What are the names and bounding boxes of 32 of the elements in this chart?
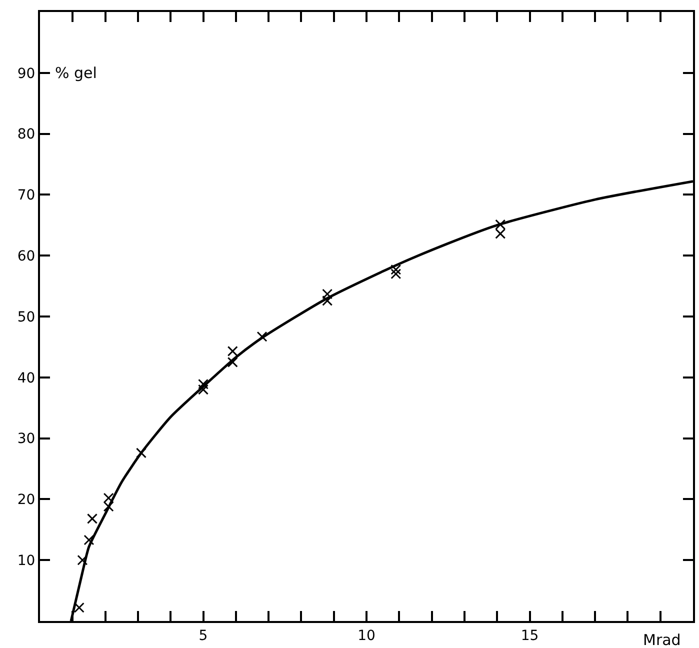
point (84, 534, 94, 546)
y-tick-label: 40 (17, 370, 36, 386)
y-tick-label: 80 (17, 126, 36, 143)
point (77, 554, 88, 566)
point (322, 295, 333, 306)
point (198, 378, 208, 390)
point (322, 288, 333, 300)
point (495, 228, 506, 239)
point (256, 331, 268, 342)
x-tick-label: 15 (520, 628, 539, 644)
point (86, 513, 98, 524)
y-tick-label: 60 (17, 248, 36, 264)
point (390, 268, 402, 280)
y-tick-label: 20 (17, 492, 36, 508)
y-tick-label: 90 (17, 66, 36, 82)
point (390, 264, 402, 275)
point (227, 346, 238, 356)
point (495, 219, 506, 230)
y-tick-label: 50 (17, 309, 36, 326)
point (198, 384, 208, 395)
y-tick-label: 30 (17, 431, 36, 448)
point (227, 356, 238, 368)
y-tick-label: 70 (17, 188, 36, 204)
y-tick-label: 10 (17, 553, 36, 569)
point (103, 501, 114, 512)
x-tick-label: 5 (198, 628, 208, 644)
point (136, 448, 146, 458)
point (74, 602, 84, 613)
x-tick-label: 10 (358, 628, 376, 644)
x-axis-title: Mrad (643, 631, 681, 648)
point (103, 492, 114, 504)
y-axis-title: % gel (55, 64, 97, 82)
